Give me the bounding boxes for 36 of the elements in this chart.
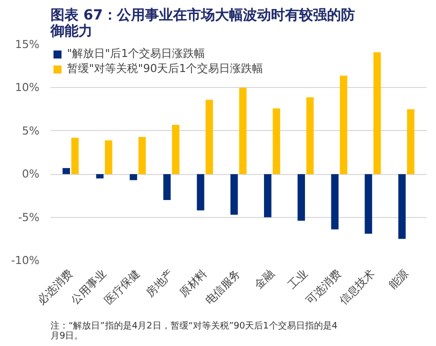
bar: [264, 174, 272, 218]
bar: [206, 100, 213, 174]
y-tick-label: -5%: [18, 210, 40, 224]
bar: [96, 174, 104, 178]
bar: [306, 97, 314, 174]
y-tick-label: 0%: [22, 168, 40, 181]
bar: [163, 174, 171, 200]
x-tick-label: 工业: [285, 266, 310, 292]
bar: [138, 136, 146, 174]
bar: [364, 174, 372, 234]
bar: [331, 174, 339, 230]
y-tick-label: -10%: [11, 254, 40, 267]
bar: [130, 174, 138, 180]
chart-title: 图表 67：公用事业在市场大幅波动时有较强的防御能力: [50, 6, 355, 40]
bar: [298, 174, 305, 221]
y-tick-label: 10%: [15, 81, 40, 94]
x-tick-label: 金融: [252, 266, 277, 292]
y-tick-label: 5%: [22, 124, 40, 138]
bar: [71, 138, 79, 174]
bar: [373, 52, 381, 174]
bar: [230, 174, 238, 215]
legend-label: 暂缓"对等关税"90天后1个交易日涨跌幅: [67, 61, 264, 76]
bar: [172, 124, 180, 174]
bar: [340, 76, 348, 174]
bar: [104, 140, 112, 174]
bar: [398, 174, 406, 239]
legend-label: "解放日"后1个交易日涨跌幅: [67, 46, 206, 61]
text: 注：“解放日”指的是4月2日，暂缓“对等关税”90天后1个交易日指的是4月9日。: [50, 320, 338, 342]
bar: [196, 174, 204, 210]
x-tick-label: 房地产: [143, 266, 176, 300]
bar: [62, 168, 70, 174]
y-tick-label: 15%: [15, 38, 40, 51]
bar: [239, 88, 247, 174]
x-tick-label: 能源: [386, 266, 411, 292]
bar: [407, 109, 414, 174]
bar: [272, 108, 280, 174]
